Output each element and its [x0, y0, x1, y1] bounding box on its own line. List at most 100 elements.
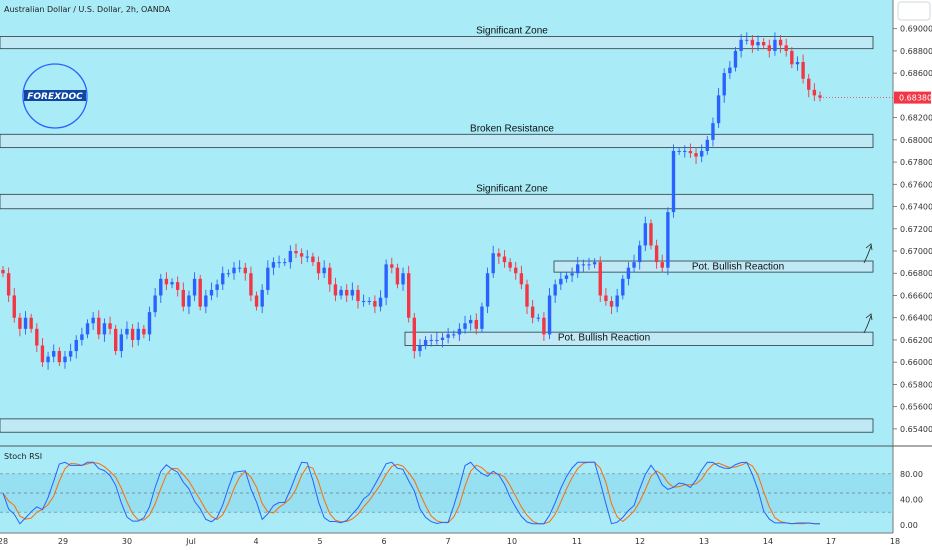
candle-body [463, 323, 467, 329]
candle-body [80, 334, 84, 340]
time-tick-label: 14 [763, 537, 773, 546]
candle-body [750, 39, 755, 46]
price-tick-label: 0.66200 [900, 336, 932, 345]
zone-box[interactable] [0, 418, 874, 433]
time-tick-label: 4 [253, 537, 258, 546]
candle-body [237, 267, 242, 269]
price-tick-label: 0.67600 [900, 180, 932, 189]
candle-body [542, 317, 546, 335]
candle-body [192, 278, 197, 296]
candle-body [401, 273, 405, 285]
candle-body [23, 317, 28, 329]
candle-body [559, 278, 563, 285]
candle-body [406, 273, 411, 318]
candle-body [784, 45, 788, 51]
candle-body [384, 264, 388, 298]
stoch-d-line [2, 461, 820, 525]
candle-body [271, 262, 276, 268]
candle-body [547, 295, 552, 335]
time-axis-labels: 28 29 30 Jul 4 5 6 7 10 11 12 13 14 17 18 [0, 537, 900, 546]
candle-body [260, 289, 264, 307]
candle-body [57, 351, 62, 363]
zone-box[interactable] [0, 36, 874, 50]
candle-body [277, 262, 281, 264]
price-tick-label: 0.67800 [900, 158, 932, 167]
chart-title: Australian Dollar / U.S. Dollar, 2h, OAN… [4, 5, 171, 14]
candle-body [215, 284, 219, 290]
candle-body [52, 351, 56, 357]
candle-body [638, 245, 642, 263]
candle-body [390, 264, 394, 268]
candle-body [446, 334, 450, 338]
settings-box[interactable] [897, 1, 931, 21]
candle-body [288, 251, 293, 263]
time-tick-label: 7 [445, 537, 450, 546]
candle-body [85, 323, 90, 335]
candle-body [654, 245, 659, 263]
zone-box[interactable] [553, 260, 874, 273]
candle-body [311, 256, 315, 263]
time-tick-label: 11 [572, 537, 582, 546]
time-tick-label: 10 [507, 537, 517, 546]
candle-body [147, 312, 152, 335]
logo-text: FOREXDOC [27, 92, 83, 102]
candle-body [688, 150, 693, 154]
candle-body [130, 328, 135, 340]
logo: FOREXDOC [22, 63, 88, 129]
price-tick-label: 0.69000 [900, 25, 932, 34]
price-axis-background [893, 0, 932, 533]
candle-body [221, 273, 225, 285]
candle-body [435, 339, 439, 341]
candle-body [587, 264, 591, 266]
candle-body [739, 39, 743, 51]
candle-body [181, 289, 185, 307]
time-axis-background [0, 533, 932, 550]
candle-body [254, 295, 259, 307]
candle-body [733, 50, 738, 68]
candle-body [598, 262, 602, 296]
zone-box[interactable] [0, 133, 874, 149]
candle-body [716, 95, 721, 124]
zone-box[interactable] [404, 331, 874, 346]
candle-body [711, 123, 715, 140]
zone-box[interactable] [0, 193, 874, 210]
candle-body [74, 339, 78, 352]
candle-body [322, 267, 326, 274]
candle-body [694, 153, 698, 157]
candle-body [226, 273, 231, 275]
candle-body [508, 262, 512, 268]
price-tick-label: 0.65600 [900, 403, 932, 412]
candle-body [536, 317, 540, 319]
candle-body [6, 273, 11, 296]
candle-body [530, 306, 535, 318]
candle-body [429, 339, 433, 341]
candle-body [142, 328, 146, 335]
candle-body [418, 345, 422, 352]
candle-body [756, 42, 760, 46]
candle-body [283, 262, 287, 264]
candle-body [480, 306, 484, 329]
candle-body [159, 278, 163, 296]
time-tick-label: 5 [317, 537, 322, 546]
candle-body [63, 356, 67, 363]
candle-body [113, 328, 118, 352]
candle-body [497, 253, 501, 257]
candle-body [345, 289, 349, 296]
candle-body [136, 328, 140, 340]
stoch-rsi-pane: 80.00 40.00 0.00 [0, 461, 923, 530]
candle-body [440, 337, 445, 340]
candle-body [209, 289, 214, 296]
candle-body [626, 267, 631, 279]
candle-body [305, 256, 309, 258]
price-tick-label: 0.66000 [900, 358, 932, 367]
zone-label: Broken Resistance [470, 123, 554, 134]
candle-body [728, 67, 732, 74]
candle-body [373, 301, 377, 307]
candle-body [790, 50, 794, 65]
price-tick-label: 0.67200 [900, 225, 932, 234]
candle-body [592, 262, 597, 265]
candle-body [102, 323, 107, 335]
candle-body [491, 253, 495, 274]
price-tick-label: 0.66600 [900, 291, 932, 300]
